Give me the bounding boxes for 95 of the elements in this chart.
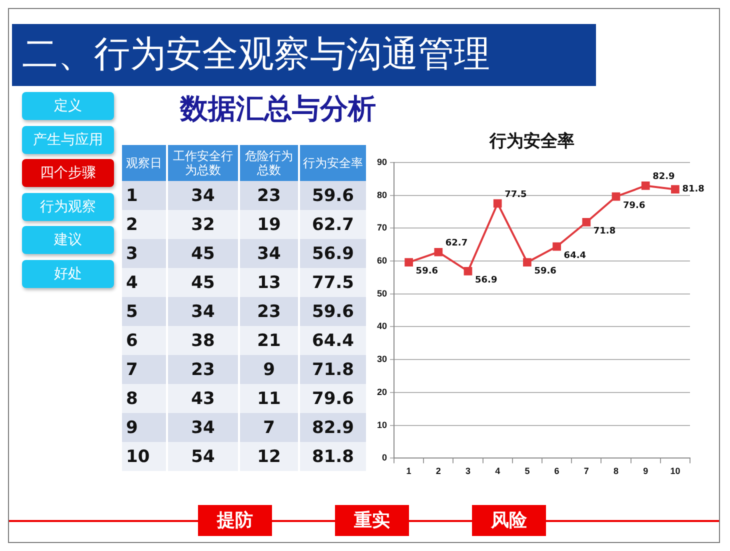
- menu-button: 产生与应用: [22, 126, 114, 154]
- point: [552, 242, 561, 251]
- data-label: 71.8: [593, 226, 616, 237]
- y-tick-label: 50: [376, 288, 388, 298]
- data-label: 19: [240, 210, 298, 239]
- menu-button: 好处: [22, 260, 114, 288]
- y-tick-label: 5: [122, 297, 166, 326]
- data-label: 38: [168, 326, 238, 355]
- point: [582, 218, 591, 226]
- data-label: 56.9: [300, 239, 366, 268]
- y-tick-label: 0: [382, 452, 388, 463]
- x-tick-label: 9: [643, 466, 648, 476]
- y-tick-label: 30: [376, 354, 388, 364]
- data-label: 56.9: [475, 276, 498, 286]
- y-tick-label: 8: [122, 384, 166, 413]
- x-tick-label: 8: [613, 466, 619, 476]
- data-label: 59.6: [416, 266, 438, 277]
- data-label: 59.6: [534, 266, 556, 277]
- data-label: 43: [168, 384, 238, 413]
- label-tab: 提防: [198, 505, 272, 536]
- y-tick-label: 6: [122, 326, 166, 355]
- x-tick-label: 4: [495, 466, 500, 476]
- y-tick-label: 20: [376, 386, 388, 397]
- data-label: 23: [240, 297, 298, 326]
- y-tick-label: 4: [122, 268, 166, 297]
- data-label: 62.7: [300, 210, 366, 239]
- point: [612, 192, 620, 201]
- menu-button: 建议: [22, 226, 114, 254]
- data-label: 64.4: [300, 326, 366, 355]
- y-tick-label: 9: [122, 413, 166, 442]
- data-label: 59.6: [300, 181, 366, 210]
- x-tick-label: 行为安全率: [300, 145, 366, 181]
- data-label: 32: [168, 210, 238, 239]
- title-banner: 二、行为安全观察与沟通管理: [12, 24, 596, 86]
- y-tick-label: 2: [122, 210, 166, 239]
- point: [434, 248, 443, 256]
- x-tick-label: 7: [584, 466, 589, 476]
- y-tick-label: 40: [376, 321, 388, 332]
- data-label: 11: [240, 384, 298, 413]
- point: [493, 199, 502, 208]
- x-tick-label: 5: [524, 466, 530, 476]
- menu-button: 四个步骤: [22, 159, 114, 187]
- x-tick-label: 2: [436, 466, 441, 476]
- data-label: 71.8: [300, 355, 366, 384]
- data-label: 82.9: [652, 172, 675, 182]
- chart-title: 行为安全率: [488, 132, 574, 152]
- data-label: 21: [240, 326, 298, 355]
- data-label: 59.6: [300, 297, 366, 326]
- x-tick-label: 10: [670, 466, 680, 476]
- data-label: 54: [168, 442, 238, 471]
- y-axis-title: 观察日: [122, 145, 166, 181]
- data-label: 23: [168, 355, 238, 384]
- data-label: 23: [240, 181, 298, 210]
- data-label: 64.4: [564, 250, 586, 261]
- y-tick-label: 3: [122, 239, 166, 268]
- data-label: 45: [168, 239, 238, 268]
- point: [671, 185, 680, 194]
- data-label: 13: [240, 268, 298, 297]
- y-tick-label: 1: [122, 181, 166, 210]
- y-tick-label: 90: [376, 156, 388, 167]
- label-tab: 重实: [335, 505, 409, 536]
- data-label: 81.8: [300, 442, 366, 471]
- data-label: 34: [168, 181, 238, 210]
- data-label: 34: [168, 413, 238, 442]
- data-label: 12: [240, 442, 298, 471]
- data-label: 45: [168, 268, 238, 297]
- y-tick-label: 7: [122, 355, 166, 384]
- y-tick-label: 80: [376, 190, 388, 200]
- data-label: 9: [240, 355, 298, 384]
- point: [641, 182, 650, 190]
- y-tick-label: 60: [376, 255, 388, 266]
- data-label: 81.8: [682, 184, 704, 195]
- menu-button: 定义: [22, 92, 114, 120]
- chart-title: 数据汇总与分析: [180, 92, 376, 126]
- x-tick-label: 危险行为总数: [240, 145, 298, 181]
- data-label: 82.9: [300, 413, 366, 442]
- data-label: 77.5: [504, 190, 527, 200]
- x-tick-label: 3: [466, 466, 471, 476]
- data-label: 77.5: [300, 268, 366, 297]
- x-tick-label: 工作安全行为总数: [168, 145, 238, 181]
- point: [404, 258, 413, 266]
- y-tick-label: 10: [376, 420, 388, 430]
- data-label: 79.6: [300, 384, 366, 413]
- data-label: 79.6: [623, 200, 646, 211]
- x-tick-label: 6: [554, 466, 560, 476]
- data-label: 34: [168, 297, 238, 326]
- menu-button: 行为观察: [22, 192, 114, 220]
- data-label: 7: [240, 413, 298, 442]
- label-tab: 风险: [472, 505, 546, 536]
- point: [464, 267, 472, 276]
- y-tick-label: 70: [376, 222, 388, 233]
- data-label: 34: [240, 239, 298, 268]
- x-tick-label: 1: [406, 466, 412, 476]
- point: [523, 258, 532, 266]
- data-label: 62.7: [445, 238, 468, 248]
